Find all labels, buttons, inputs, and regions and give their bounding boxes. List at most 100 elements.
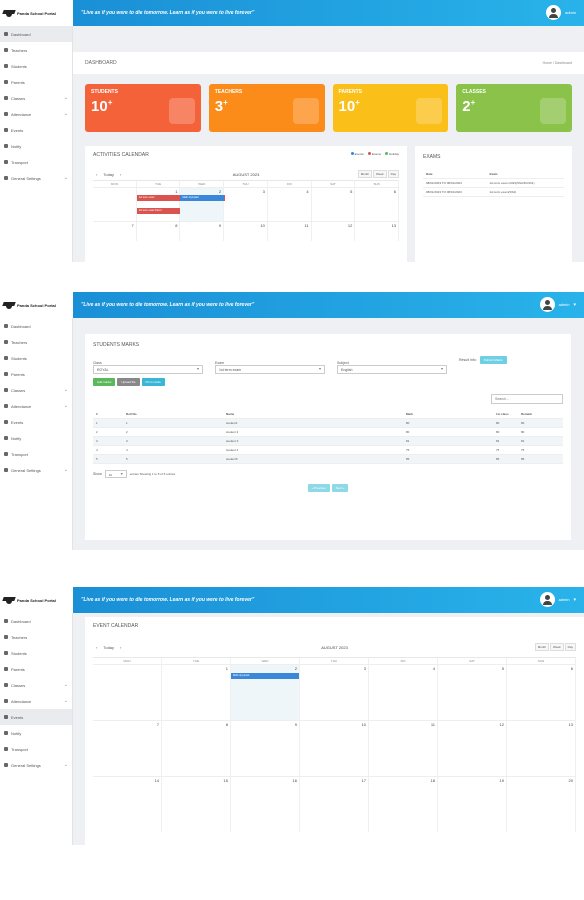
user-menu[interactable]: admin ▾ xyxy=(539,592,576,607)
day-cell[interactable]: 17 xyxy=(300,777,369,832)
sidebar-item-teachers[interactable]: Teachers xyxy=(0,629,72,645)
sidebar-item-classes[interactable]: Classes ⌄ xyxy=(0,90,72,106)
sidebar-item-teachers[interactable]: Teachers xyxy=(0,334,72,350)
day-cell[interactable]: 7 xyxy=(93,721,162,776)
teachers-card[interactable]: TEACHERS 3+ xyxy=(208,84,325,132)
sidebar-item-attendance[interactable]: Attendance ⌄ xyxy=(0,106,72,122)
user-menu[interactable]: admin ▾ xyxy=(539,297,576,312)
day-cell[interactable] xyxy=(93,188,137,221)
day-cell[interactable]: 16 xyxy=(231,777,300,832)
sidebar-item-transport[interactable]: Transport xyxy=(0,446,72,462)
sidebar-item-dashboard[interactable]: Dashboard xyxy=(0,26,72,42)
month-view-button[interactable]: Month xyxy=(357,170,373,178)
sidebar-item-attendance[interactable]: Attendance ⌄ xyxy=(0,693,72,709)
today-button[interactable]: Today xyxy=(103,171,115,177)
sidebar-item-teachers[interactable]: Teachers xyxy=(0,42,72,58)
table-row[interactable]: 1 1 student1 80 80 80 xyxy=(93,418,563,428)
sidebar-item-classes[interactable]: Classes ⌄ xyxy=(0,382,72,398)
next-button[interactable]: › xyxy=(120,644,122,650)
day-cell[interactable]: 1 1st term exam 1st term exam Part II xyxy=(136,188,225,221)
search-input[interactable] xyxy=(491,394,563,404)
day-cell[interactable]: 15 xyxy=(162,777,231,832)
sidebar-item-transport[interactable]: Transport xyxy=(0,741,72,757)
sidebar-item-dashboard[interactable]: Dashboard xyxy=(0,613,72,629)
day-cell[interactable]: 1 xyxy=(162,665,231,720)
add-marks-button[interactable]: Add marks xyxy=(93,378,116,386)
next-button[interactable]: Next » xyxy=(331,484,349,492)
print-marks-button[interactable]: Print marks xyxy=(141,378,165,386)
day-view-button[interactable]: Day xyxy=(564,643,576,651)
prev-button[interactable]: ‹ xyxy=(96,644,98,650)
previous-button[interactable]: « Previous xyxy=(307,484,330,492)
brand[interactable]: Panda School Portal xyxy=(0,292,73,318)
day-cell[interactable]: 5 xyxy=(312,188,356,221)
sidebar-item-notify[interactable]: Notify xyxy=(0,138,72,154)
sidebar-item-students[interactable]: Students xyxy=(0,350,72,366)
day-cell[interactable]: 5 xyxy=(438,665,507,720)
sidebar-item-events[interactable]: Events xyxy=(0,414,72,430)
sidebar-item-parents[interactable]: Parents xyxy=(0,661,72,677)
class-select[interactable]: ROYAL xyxy=(93,365,203,374)
sidebar-item-classes[interactable]: Classes ⌄ xyxy=(0,677,72,693)
brand[interactable]: Panda School Portal xyxy=(0,0,73,26)
week-view-button[interactable]: Week xyxy=(373,170,387,178)
next-button[interactable]: › xyxy=(120,171,122,177)
publish-marks-button[interactable]: Publish Marks xyxy=(479,356,507,364)
table-row[interactable]: 08/01/2023 TO 08/01/2023 1st term exam(S… xyxy=(423,187,564,197)
day-cell[interactable]: 3 xyxy=(224,188,268,221)
classes-card[interactable]: CLASSES 2+ xyxy=(456,84,572,132)
day-cell[interactable]: 8 xyxy=(137,222,181,241)
day-cell-today[interactable]: 2 Math olympiad xyxy=(180,188,225,221)
day-cell[interactable]: 13 xyxy=(355,222,400,241)
day-cell[interactable]: 6 xyxy=(355,188,400,221)
upload-file-button[interactable]: Upload file xyxy=(117,378,140,386)
sidebar-item-events[interactable]: Events xyxy=(0,122,72,138)
day-cell[interactable]: 4 xyxy=(369,665,438,720)
sidebar-item-parents[interactable]: Parents xyxy=(0,366,72,382)
sidebar-item-general-settings[interactable]: General Settings ⌄ xyxy=(0,170,72,186)
parents-card[interactable]: PARENTS 10+ xyxy=(332,84,449,132)
day-cell[interactable]: 14 xyxy=(93,777,162,832)
sidebar-item-events[interactable]: Events xyxy=(0,709,72,725)
day-view-button[interactable]: Day xyxy=(387,170,399,178)
subject-select[interactable]: English xyxy=(337,365,447,374)
day-cell[interactable]: 10 xyxy=(224,222,268,241)
day-cell[interactable]: 19 xyxy=(438,777,507,832)
sidebar-item-transport[interactable]: Transport xyxy=(0,154,72,170)
table-row[interactable]: 4 4 student 4 75 75 75 xyxy=(93,445,563,455)
sidebar-item-general-settings[interactable]: General Settings ⌄ xyxy=(0,462,72,478)
exam-event[interactable]: 1st term exam Part II xyxy=(136,208,181,214)
day-cell[interactable]: 6 xyxy=(507,665,576,720)
day-cell[interactable]: 10 xyxy=(300,721,369,776)
table-row[interactable]: 08/01/2023 TO 08/01/2023 1st term exam 2… xyxy=(423,178,564,188)
sidebar-item-general-settings[interactable]: General Settings ⌄ xyxy=(0,757,72,773)
day-cell[interactable]: 9 xyxy=(231,721,300,776)
today-button[interactable]: Today xyxy=(103,644,115,650)
day-cell[interactable]: 4 xyxy=(268,188,312,221)
day-cell[interactable] xyxy=(93,665,162,720)
day-cell[interactable]: 13 xyxy=(507,721,576,776)
day-cell[interactable]: 3 xyxy=(300,665,369,720)
sidebar-item-notify[interactable]: Notify xyxy=(0,725,72,741)
event-item[interactable]: Math olympiad xyxy=(180,195,225,201)
day-cell[interactable]: 20 xyxy=(507,777,576,832)
day-cell[interactable]: 7 xyxy=(93,222,137,241)
table-row[interactable]: 5 5 student5 85 85 85 xyxy=(93,454,563,464)
sidebar-item-parents[interactable]: Parents xyxy=(0,74,72,90)
entries-select[interactable]: 10 xyxy=(104,470,127,478)
sidebar-item-students[interactable]: Students xyxy=(0,58,72,74)
exam-select[interactable]: 1st term exam xyxy=(215,365,325,374)
prev-button[interactable]: ‹ xyxy=(96,171,98,177)
day-cell[interactable]: 12 xyxy=(438,721,507,776)
day-cell-today[interactable]: 2 Math olympiad xyxy=(231,665,300,720)
sidebar-item-dashboard[interactable]: Dashboard xyxy=(0,318,72,334)
students-card[interactable]: STUDENTS 10+ xyxy=(85,84,201,132)
month-view-button[interactable]: Month xyxy=(534,643,550,651)
day-cell[interactable]: 18 xyxy=(369,777,438,832)
sidebar-item-notify[interactable]: Notify xyxy=(0,430,72,446)
day-cell[interactable]: 11 xyxy=(369,721,438,776)
day-cell[interactable]: 11 xyxy=(268,222,312,241)
brand[interactable]: Panda School Portal xyxy=(0,587,73,613)
table-row[interactable]: 2 2 student 2 80 80 80 xyxy=(93,427,563,437)
event-item[interactable]: Math olympiad xyxy=(231,673,299,679)
